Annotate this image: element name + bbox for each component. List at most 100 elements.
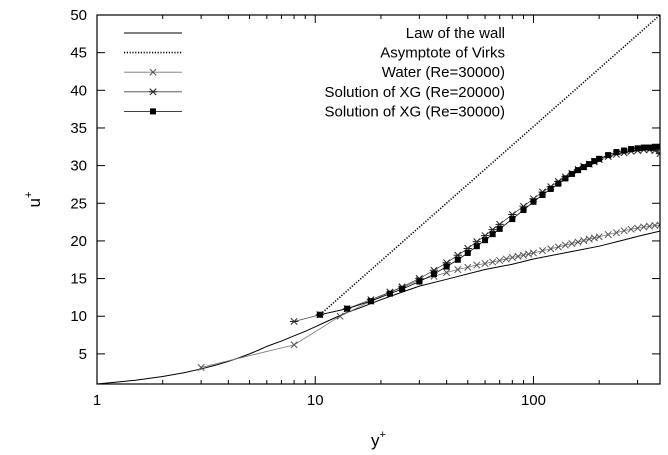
data-point <box>604 230 612 239</box>
series-line <box>319 146 660 316</box>
data-point <box>547 245 555 253</box>
legend-marker <box>150 108 156 115</box>
data-point <box>562 175 569 182</box>
data-point <box>621 147 628 154</box>
data-point <box>612 229 620 237</box>
data-point <box>539 191 546 198</box>
y-tick-label: 20 <box>70 233 87 250</box>
y-tick-label: 40 <box>70 82 87 99</box>
data-point <box>595 233 603 241</box>
data-point <box>656 221 660 229</box>
y-tick-label: 15 <box>70 271 87 288</box>
plot-content <box>97 15 660 384</box>
x-tick-label: 1 <box>93 392 101 409</box>
y-tick-label: 50 <box>70 7 87 24</box>
data-point <box>613 149 620 156</box>
data-point <box>481 259 489 268</box>
legend: Law of the wall Asymptote of Virks Water (… <box>124 25 505 120</box>
series-line <box>201 224 660 368</box>
data-point <box>316 311 323 318</box>
data-point <box>640 144 647 151</box>
y-axis-title-superscript: + <box>23 192 35 198</box>
data-point <box>547 185 554 192</box>
data-point <box>197 363 205 371</box>
series-2 <box>322 15 660 314</box>
legend-label: Solution of XG (Re=20000) <box>324 84 505 101</box>
data-point <box>454 256 461 263</box>
data-point <box>443 263 450 270</box>
x-axis-title-main: y <box>371 431 380 450</box>
x-axis-title-superscript: + <box>380 429 386 441</box>
y-tick-label: 25 <box>70 195 87 212</box>
data-point <box>502 255 510 263</box>
series-5 <box>316 143 660 318</box>
legend-label: Solution of XG (Re=30000) <box>324 103 505 120</box>
legend-marker <box>149 68 157 76</box>
data-point <box>628 146 635 153</box>
data-point <box>496 256 504 265</box>
data-point <box>367 298 374 305</box>
series-line <box>97 230 660 384</box>
x-tick-label: 10 <box>307 392 324 409</box>
data-point <box>514 252 522 260</box>
data-point <box>605 152 612 159</box>
data-point <box>596 155 603 162</box>
data-point <box>590 234 598 242</box>
data-point <box>509 216 516 223</box>
y-tick-label: 5 <box>79 346 87 363</box>
data-point <box>525 250 533 258</box>
data-point <box>530 198 537 205</box>
data-point <box>591 158 598 165</box>
axis-ticks: 1 10 100 5 10 15 20 25 30 35 40 45 50 <box>70 7 660 409</box>
data-point <box>640 223 648 231</box>
data-point <box>289 317 299 326</box>
data-point <box>538 247 547 255</box>
data-point <box>454 265 462 274</box>
x-axis-title: y+ <box>371 429 386 450</box>
data-point <box>568 170 575 177</box>
data-point <box>473 243 480 250</box>
y-tick-label: 35 <box>70 120 87 137</box>
series-3 <box>197 221 660 371</box>
data-point <box>586 161 593 168</box>
data-point <box>399 286 406 293</box>
legend-label: Water (Re=30000) <box>382 64 505 81</box>
data-point <box>489 258 497 266</box>
y-axis-title: u+ <box>23 192 44 208</box>
data-point <box>657 143 660 150</box>
data-point <box>568 240 576 248</box>
data-point <box>464 249 471 256</box>
data-point <box>489 231 496 238</box>
data-point <box>580 164 587 171</box>
x-tick-label: 100 <box>521 392 546 409</box>
legend-marker <box>148 88 158 96</box>
data-point <box>651 143 658 150</box>
legend-label: Law of the wall <box>406 25 505 42</box>
data-point <box>580 236 588 245</box>
y-tick-label: 10 <box>70 308 87 325</box>
data-point <box>336 312 344 320</box>
data-point <box>561 241 569 249</box>
series-4 <box>289 146 660 326</box>
data-point <box>575 167 582 174</box>
data-point <box>508 253 516 262</box>
data-point <box>627 225 635 233</box>
data-point <box>386 290 393 297</box>
data-point <box>344 305 351 312</box>
y-axis-title-main: u <box>25 198 44 207</box>
data-point <box>529 249 538 257</box>
data-point <box>430 271 437 278</box>
data-point <box>634 224 642 232</box>
data-point <box>634 145 641 152</box>
data-point <box>290 341 298 349</box>
series-1 <box>97 230 660 384</box>
data-point <box>416 278 423 285</box>
y-tick-label: 30 <box>70 158 87 175</box>
data-point <box>496 225 503 232</box>
data-point <box>555 180 562 187</box>
data-point <box>574 238 582 246</box>
data-point <box>646 144 653 151</box>
series-line <box>322 15 660 314</box>
data-point <box>464 263 472 271</box>
